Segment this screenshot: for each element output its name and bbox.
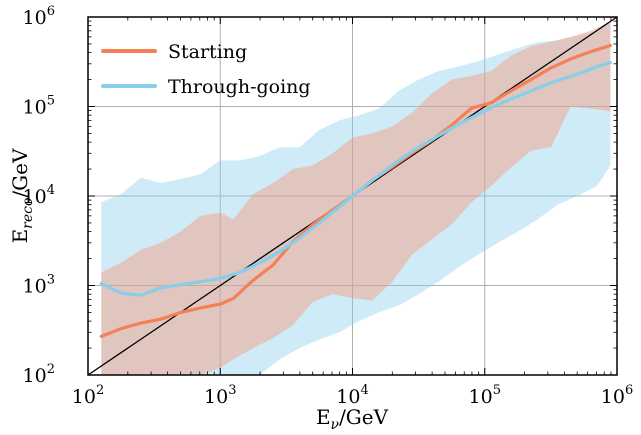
x-tick-label: 106	[601, 383, 633, 408]
plot-frame	[87, 16, 618, 376]
legend-label-starting: Starting	[168, 41, 247, 63]
y-axis-title: Ereco/GeV	[8, 148, 36, 243]
y-tick-label: 103	[23, 273, 55, 298]
lines	[88, 17, 617, 375]
y-axis-title-sub: reco	[20, 198, 36, 229]
legend-label-through-going: Through-going	[168, 76, 311, 98]
x-tick-label: 105	[469, 383, 501, 408]
tick-labels: 102 103 104 105 106 102 103 104 105 106	[23, 4, 634, 408]
line-through-going	[99, 60, 613, 297]
band-starting	[101, 21, 611, 375]
x-tick-label: 102	[72, 383, 104, 408]
x-axis-title-sub: ν	[331, 417, 340, 433]
x-tick-label: 104	[336, 383, 368, 408]
y-tick-label: 105	[23, 94, 55, 119]
y-tick-label: 102	[23, 362, 55, 387]
y-tick-label: 106	[23, 4, 55, 29]
legend: Starting Through-going	[101, 41, 311, 98]
y-tick-label: 104	[23, 183, 55, 208]
x-tick-label: 103	[204, 383, 236, 408]
x-axis-title: Eν/GeV	[316, 405, 389, 433]
